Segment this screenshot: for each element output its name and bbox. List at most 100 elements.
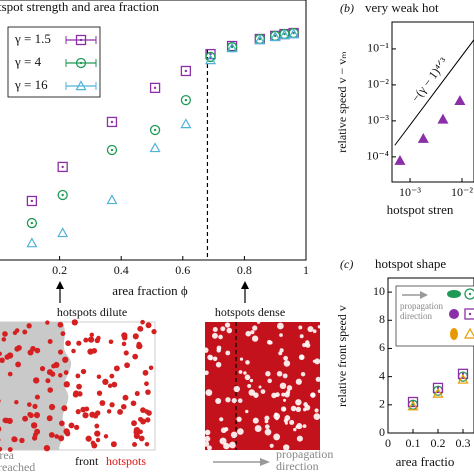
hotspot [85,435,92,442]
y-tick-label: 10⁻² [367,77,389,91]
gap [231,397,237,404]
arrow-head [56,281,64,289]
hotspot [46,415,53,422]
label: hotspots dilute [57,305,127,319]
gap [266,339,272,345]
marker-shape [26,195,38,207]
gap [293,427,297,432]
gap [230,431,238,439]
hotspot [49,371,56,377]
hotspot [145,417,151,423]
marker-dot [30,199,34,203]
hotspot [15,361,22,368]
gap [223,442,230,450]
hotspot [33,412,41,419]
gap [220,326,226,332]
marker-shape [464,288,474,300]
hotspot [2,331,8,337]
hotspot [48,403,56,411]
hotspot [122,394,129,401]
gap [299,334,304,339]
hotspot [74,424,80,430]
hotspot [109,402,115,408]
hotspot [34,394,40,400]
gap [269,443,274,448]
hotspot [58,435,65,442]
hotspot [45,320,50,325]
marker [407,400,419,411]
gap [245,330,251,337]
gap [243,371,247,375]
marker [394,154,406,165]
gap [312,329,317,334]
hotspot [109,373,115,379]
gap [258,385,262,389]
hotspot [108,339,114,345]
gap [204,370,209,376]
hotspot [71,319,78,326]
gap [205,389,213,396]
legend-box [395,285,474,347]
gap [239,357,244,361]
hotspot [60,331,66,337]
hotspot [132,441,138,447]
hotspot [68,422,75,429]
hotspot [26,402,32,407]
hotspot [0,357,5,363]
hotspot [14,399,19,405]
hotspot [89,332,95,338]
marker [106,194,118,205]
gap [219,437,227,445]
gap [286,385,293,391]
hotspot [34,347,41,354]
gap [280,406,287,412]
hotspot [27,349,34,356]
plot-frame [391,21,474,183]
hotspot [6,352,14,359]
hotspot [110,441,117,448]
hotspot [83,337,89,343]
gap [304,404,311,411]
gap [254,425,262,433]
hotspot [32,377,40,384]
gap [296,435,303,442]
hotspot [57,349,64,355]
marker-shape [457,368,469,379]
gap [283,444,290,451]
label: area [0,448,15,462]
hotspot [151,329,157,335]
gap [300,372,306,377]
hotspot [51,363,57,369]
hotspot [94,430,101,437]
gap [317,325,322,329]
hotspot [77,391,83,397]
gap [250,330,255,335]
legend-label: γ = 4 [14,54,42,69]
hotspot [133,334,139,340]
marker [463,327,474,339]
illustrations [0,281,322,466]
hotspot [1,337,7,342]
label: direction [276,459,319,473]
gap [314,358,321,365]
hotspot [96,390,103,396]
gap [237,398,243,404]
marker [457,373,469,384]
legend-solid [449,309,459,319]
x-tick-label: 0.4 [114,263,129,277]
y-tick-label: 6 [379,340,385,354]
gap [264,424,270,430]
hotspot [120,403,127,410]
marker [288,28,300,39]
x-axis-label: area fractio [396,454,455,469]
hotspot [131,420,137,427]
hotspot [144,381,149,387]
label: propagation [276,447,333,461]
x-tick-label: 0.2 [52,263,67,277]
x-axis-label: hotspot stren [387,202,454,217]
hotspot [95,437,101,443]
hotspot [62,356,69,363]
x-tick-label: 0.1 [406,436,421,450]
gap [295,425,299,429]
legend-label: γ = 16 [14,77,48,92]
